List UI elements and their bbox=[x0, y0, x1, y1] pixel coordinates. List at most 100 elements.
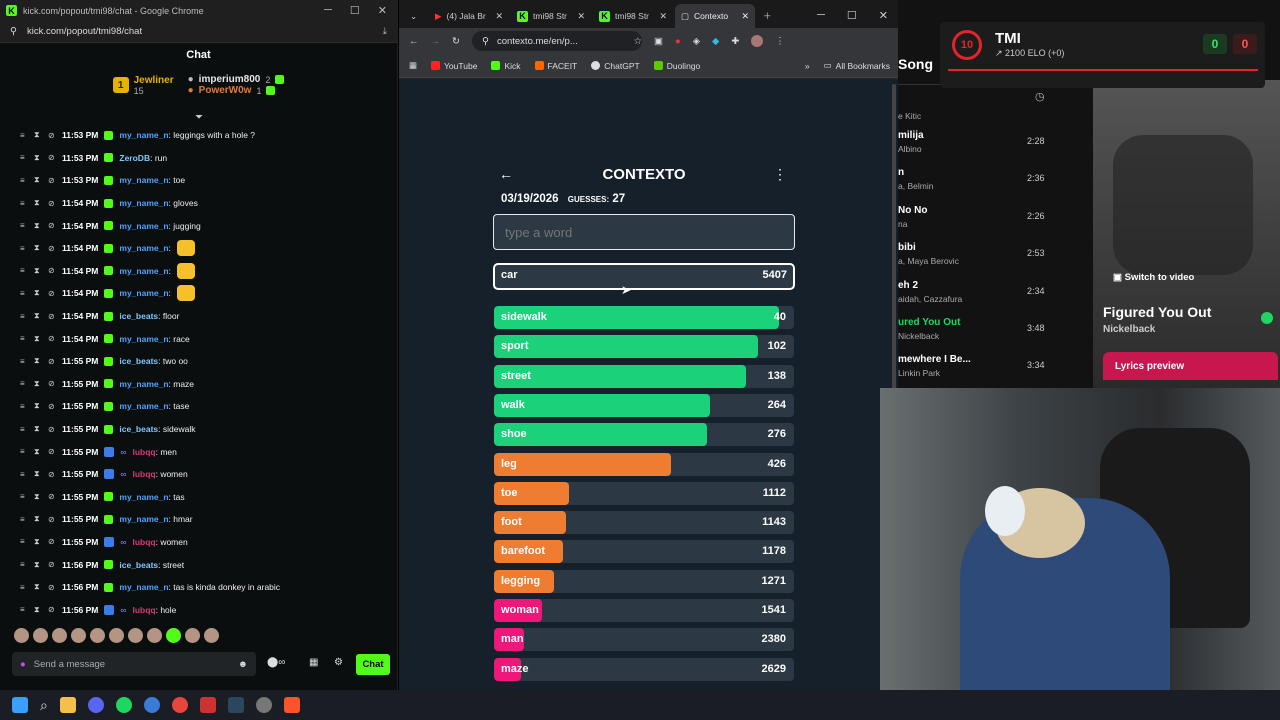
pin-icon[interactable]: ≡ bbox=[20, 401, 25, 411]
ban-icon[interactable]: ⊘ bbox=[48, 447, 55, 457]
extensions-puzzle-icon[interactable]: ✚ bbox=[731, 35, 740, 47]
song-row[interactable]: mewhere I Be... Linkin Park 3:34 bbox=[898, 354, 1088, 378]
app-icon[interactable] bbox=[255, 697, 272, 713]
message-username[interactable]: lubqq bbox=[132, 536, 156, 547]
message-username[interactable]: ice_beats bbox=[119, 311, 159, 322]
message-username[interactable]: ice_beats bbox=[119, 559, 159, 570]
timeout-icon[interactable]: ⧗ bbox=[34, 175, 40, 185]
emote-icon[interactable] bbox=[90, 628, 105, 643]
ban-icon[interactable]: ⊘ bbox=[48, 605, 55, 615]
ban-icon[interactable]: ⊘ bbox=[48, 243, 55, 253]
timeout-icon[interactable]: ⧗ bbox=[34, 424, 40, 434]
gifter-1[interactable]: 1 Jewliner 15 bbox=[112, 75, 174, 96]
minimize-icon[interactable]: ─ bbox=[324, 4, 332, 16]
ban-icon[interactable]: ⊘ bbox=[48, 311, 55, 321]
ban-icon[interactable]: ⊘ bbox=[48, 153, 55, 163]
pin-icon[interactable]: ≡ bbox=[20, 537, 25, 547]
filter-icon[interactable]: ⏷ bbox=[195, 112, 203, 123]
pin-icon[interactable]: ≡ bbox=[20, 288, 25, 298]
ban-icon[interactable]: ⊘ bbox=[48, 492, 55, 502]
timeout-icon[interactable]: ⧗ bbox=[34, 333, 40, 343]
app-icon[interactable] bbox=[143, 697, 160, 713]
emote-icon[interactable] bbox=[109, 628, 124, 643]
spotify-icon[interactable] bbox=[115, 697, 132, 713]
pin-icon[interactable]: ≡ bbox=[20, 379, 25, 389]
send-message-field[interactable]: ● Send a message ☻ bbox=[12, 652, 256, 676]
emote-icon[interactable] bbox=[204, 628, 219, 643]
emote-icon[interactable] bbox=[71, 628, 86, 643]
message-username[interactable]: my_name_n bbox=[119, 265, 169, 276]
ban-icon[interactable]: ⊘ bbox=[48, 582, 55, 592]
menu-dots-icon[interactable]: ⋮ bbox=[773, 166, 787, 182]
message-username[interactable]: my_name_n bbox=[119, 220, 169, 231]
timeout-icon[interactable]: ⧗ bbox=[34, 469, 40, 479]
message-username[interactable]: my_name_n bbox=[119, 175, 169, 186]
close-tab-icon[interactable]: ✕ bbox=[741, 10, 749, 21]
emoji-icon[interactable]: ☻ bbox=[238, 658, 248, 670]
bookmark-duolingo[interactable]: Duolingo bbox=[653, 61, 700, 71]
profile-avatar[interactable] bbox=[751, 35, 764, 47]
extension-icon[interactable]: ◈ bbox=[692, 35, 701, 47]
close-icon[interactable]: ✕ bbox=[878, 10, 888, 22]
ban-icon[interactable]: ⊘ bbox=[48, 560, 55, 570]
pin-icon[interactable]: ≡ bbox=[20, 469, 25, 479]
search-icon[interactable]: ⌕ bbox=[40, 696, 48, 713]
message-username[interactable]: my_name_n bbox=[119, 243, 169, 254]
tab-contexto[interactable]: ▢ Contexto ✕ bbox=[675, 4, 755, 28]
site-settings-icon[interactable]: ⚲ bbox=[10, 26, 17, 37]
message-username[interactable]: lubqq bbox=[132, 469, 156, 480]
timeout-icon[interactable]: ⧗ bbox=[34, 220, 40, 230]
ban-icon[interactable]: ⊘ bbox=[48, 537, 55, 547]
minimize-icon[interactable]: ─ bbox=[817, 9, 825, 21]
pin-icon[interactable]: ≡ bbox=[20, 130, 25, 140]
ban-icon[interactable]: ⊘ bbox=[48, 401, 55, 411]
pin-icon[interactable]: ≡ bbox=[20, 334, 25, 344]
mic-icon[interactable]: ● bbox=[20, 658, 26, 670]
timeout-icon[interactable]: ⧗ bbox=[34, 514, 40, 524]
song-row[interactable]: e Kitic bbox=[898, 108, 1088, 121]
emote-icon[interactable] bbox=[147, 628, 162, 643]
pin-icon[interactable]: ≡ bbox=[20, 266, 25, 276]
pin-icon[interactable]: ≡ bbox=[20, 424, 25, 434]
message-username[interactable]: my_name_n bbox=[119, 333, 169, 344]
song-row[interactable]: ured You Out Nickelback 3:48 bbox=[898, 317, 1088, 341]
message-username[interactable]: lubqq bbox=[132, 446, 156, 457]
forward-icon[interactable]: → bbox=[430, 35, 441, 47]
message-username[interactable]: my_name_n bbox=[119, 288, 169, 299]
switch-video-button[interactable]: ▣ Switch to video bbox=[1113, 272, 1195, 283]
store-icon[interactable]: ▦ bbox=[309, 657, 319, 668]
bookmark-kick[interactable]: Kick bbox=[491, 61, 521, 71]
timeout-icon[interactable]: ⧗ bbox=[34, 491, 40, 501]
ban-icon[interactable]: ⊘ bbox=[48, 514, 55, 524]
new-tab-button[interactable]: ＋ bbox=[763, 11, 772, 21]
tab-jala[interactable]: ▶ (4) Jala Br ✕ bbox=[429, 4, 509, 28]
close-tab-icon[interactable]: ✕ bbox=[659, 10, 667, 21]
timeout-icon[interactable]: ⧗ bbox=[34, 152, 40, 162]
ban-icon[interactable]: ⊘ bbox=[48, 469, 55, 479]
pin-icon[interactable]: ≡ bbox=[20, 243, 25, 253]
extension-icon[interactable]: ▣ bbox=[653, 35, 663, 47]
gear-icon[interactable]: ⚙ bbox=[334, 657, 343, 668]
message-username[interactable]: my_name_n bbox=[119, 198, 169, 209]
pin-icon[interactable]: ≡ bbox=[20, 153, 25, 163]
bookmark-chatgpt[interactable]: ChatGPT bbox=[591, 61, 640, 71]
kick-url[interactable]: kick.com/popout/tmi98/chat bbox=[26, 26, 143, 37]
maximize-icon[interactable]: ☐ bbox=[846, 10, 857, 22]
brave-icon[interactable] bbox=[283, 697, 300, 713]
pin-icon[interactable]: ≡ bbox=[20, 221, 25, 231]
pin-icon[interactable]: ≡ bbox=[20, 447, 25, 457]
scrollbar[interactable] bbox=[892, 84, 896, 684]
all-bookmarks[interactable]: ▭ All Bookmarks bbox=[824, 60, 898, 71]
ban-icon[interactable]: ⊘ bbox=[48, 266, 55, 276]
lyrics-preview[interactable]: Lyrics preview bbox=[1103, 352, 1278, 380]
emote-icon[interactable] bbox=[52, 628, 67, 643]
file-explorer-icon[interactable] bbox=[59, 697, 76, 713]
song-row[interactable]: bibi a, Maya Berovic 2:53 bbox=[898, 242, 1088, 266]
word-input[interactable] bbox=[493, 214, 795, 250]
extension-icon[interactable]: ◆ bbox=[712, 35, 720, 47]
reload-icon[interactable]: ↻ bbox=[452, 35, 460, 47]
bookmark-star-icon[interactable]: ☆ bbox=[633, 35, 642, 47]
kicks-icon[interactable]: ⬤∞ bbox=[267, 657, 286, 668]
pin-icon[interactable]: ≡ bbox=[20, 582, 25, 592]
